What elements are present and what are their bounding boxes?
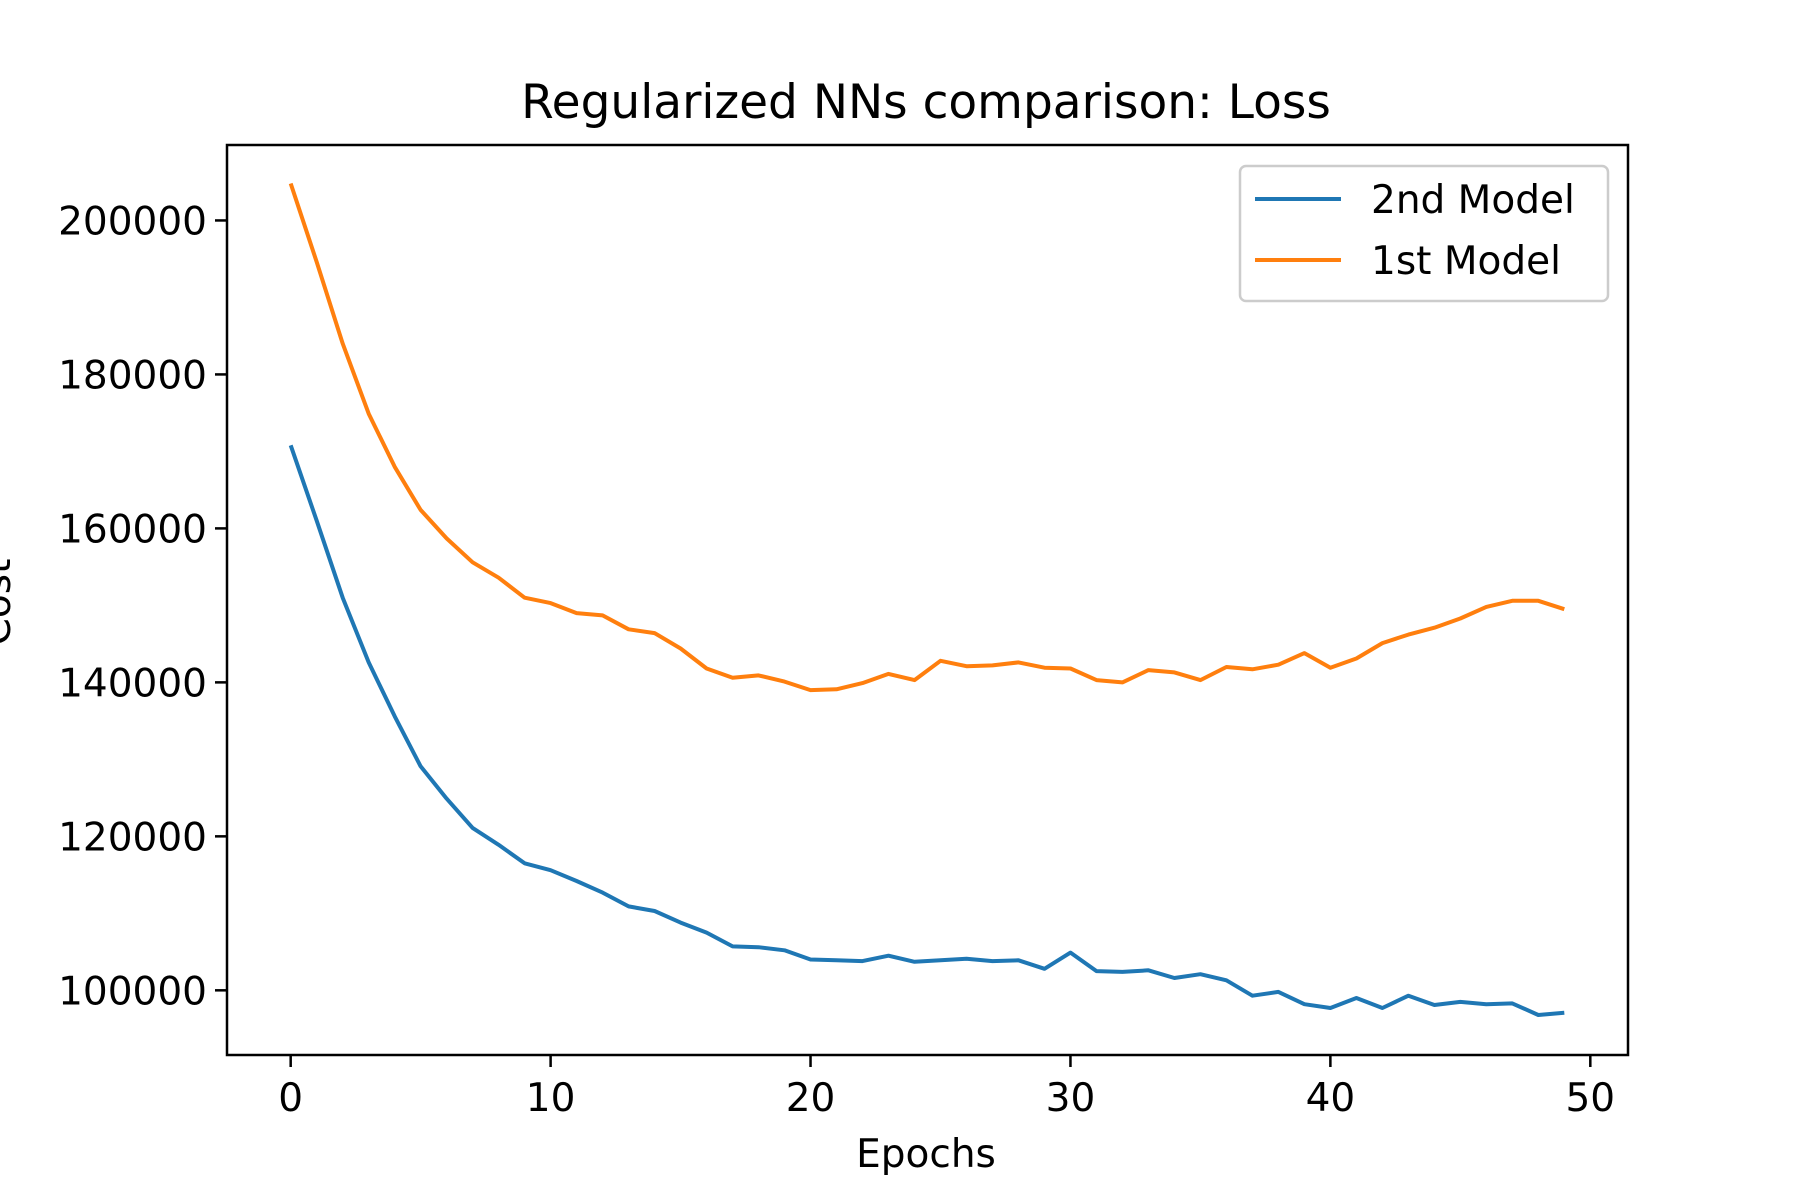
y-tick-label: 160000 — [58, 507, 207, 552]
y-axis: 100000 120000 140000 160000 180000 200000 — [58, 199, 227, 1014]
x-tick-label: 30 — [1046, 1076, 1096, 1121]
legend-label-2nd-model: 2nd Model — [1371, 178, 1575, 223]
y-tick-label: 180000 — [58, 353, 207, 398]
y-tick-label: 100000 — [58, 969, 207, 1014]
x-tick-label: 50 — [1565, 1076, 1615, 1121]
x-tick-label: 0 — [278, 1076, 303, 1121]
x-axis-label: Epochs — [856, 1132, 996, 1177]
legend: 2nd Model 1st Model — [1238, 164, 1610, 303]
plot-frame — [225, 143, 1630, 1057]
series-line-2nd-model — [288, 444, 1565, 1017]
y-axis-label: Cost — [0, 559, 20, 646]
series-layer — [288, 182, 1565, 1017]
y-tick-label: 140000 — [58, 661, 207, 706]
x-tick-label: 20 — [786, 1076, 836, 1121]
series-line-1st-model — [288, 182, 1565, 693]
y-tick-label: 120000 — [58, 815, 207, 860]
legend-label-1st-model: 1st Model — [1371, 239, 1561, 284]
x-tick-label: 10 — [526, 1076, 576, 1121]
chart-title: Regularized NNs comparison: Loss — [521, 75, 1331, 130]
x-tick-label: 40 — [1306, 1076, 1356, 1121]
y-tick-label: 200000 — [58, 199, 207, 244]
x-axis: 0 10 20 30 40 50 — [278, 1055, 1615, 1121]
